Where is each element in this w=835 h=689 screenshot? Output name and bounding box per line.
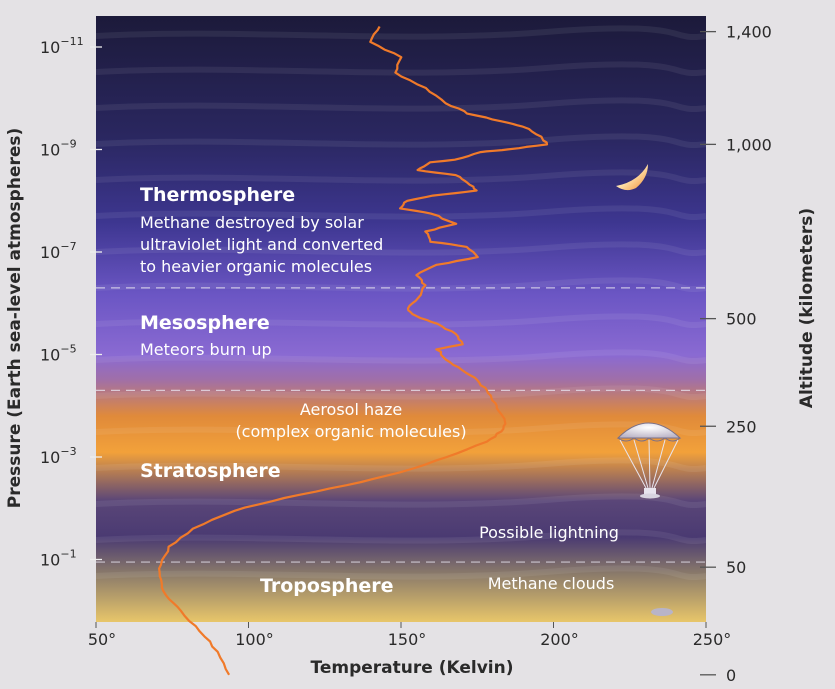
plot-background (96, 16, 706, 622)
temperature-profile-line (158, 25, 549, 676)
left-y-axis-title: Pressure (Earth sea-level atmospheres) (5, 128, 25, 509)
left-y-axis: 10−11 10−9 10−7 10−5 10−3 10−1 (40, 35, 102, 570)
haze-band (95, 25, 707, 41)
y-right-tick-label: 0 (726, 666, 736, 685)
y-right-tick-label: 250 (726, 417, 757, 436)
troposphere-label: Troposphere (260, 575, 394, 597)
x-tick-label: 50° (88, 630, 116, 649)
haze-band (95, 97, 707, 113)
haze-band (95, 493, 707, 509)
parachute-icon (616, 422, 682, 499)
haze-band (95, 385, 707, 401)
haze-band (95, 241, 707, 257)
x-tick-label: 250° (693, 630, 732, 649)
haze-band (95, 133, 707, 149)
y-left-tick-label: 10−3 (40, 445, 77, 467)
x-tick-label: 100° (235, 630, 274, 649)
svg-text:Thermosphere: Thermosphere (140, 184, 295, 206)
haze-band (95, 169, 707, 185)
haze-band (95, 529, 707, 545)
haze-band (95, 457, 707, 473)
svg-text:(complex organic molecules): (complex organic molecules) (235, 422, 466, 441)
svg-text:Aerosol haze: Aerosol haze (300, 400, 402, 419)
aerosol-haze-annotation: Aerosol haze (complex organic molecules) (235, 400, 466, 441)
mesosphere-label: Mesosphere Meteors burn up (140, 312, 272, 359)
haze-band (95, 421, 707, 437)
y-right-tick-label: 500 (726, 310, 757, 329)
svg-text:to heavier organic molecules: to heavier organic molecules (140, 257, 372, 276)
x-tick-label: 150° (388, 630, 427, 649)
x-axis: 50° 100° 150° 200° 250° (88, 622, 731, 649)
y-left-tick-label: 10−1 (40, 548, 77, 570)
y-left-tick-label: 10−7 (40, 240, 77, 262)
haze-band (95, 349, 707, 365)
methane-clouds-annotation: Methane clouds (488, 574, 615, 593)
y-left-tick-label: 10−9 (40, 138, 77, 160)
right-y-axis-title: Altitude (kilometers) (797, 208, 817, 408)
svg-text:Meteors burn up: Meteors burn up (140, 340, 272, 359)
entry-probe-icon (616, 164, 648, 191)
layer-boundaries (96, 287, 706, 563)
y-right-tick-label: 50 (726, 558, 746, 577)
haze-band (95, 277, 707, 293)
atmosphere-bands (95, 25, 707, 581)
lightning-annotation: Possible lightning (479, 523, 619, 542)
haze-band (95, 61, 707, 77)
svg-text:Mesosphere: Mesosphere (140, 312, 270, 334)
y-right-tick-label: 1,000 (726, 135, 772, 154)
lander-icon (651, 608, 673, 616)
svg-text:ultraviolet light and converte: ultraviolet light and converted (140, 235, 383, 254)
haze-band (95, 205, 707, 221)
thermosphere-label: Thermosphere Methane destroyed by solar … (140, 184, 383, 276)
haze-band (95, 313, 707, 329)
x-axis-title: Temperature (Kelvin) (311, 658, 514, 678)
y-left-tick-label: 10−11 (40, 35, 84, 57)
haze-band (95, 565, 707, 581)
svg-text:Methane destroyed by solar: Methane destroyed by solar (140, 213, 364, 232)
y-left-tick-label: 10−5 (40, 343, 77, 365)
x-tick-label: 200° (540, 630, 579, 649)
y-right-tick-label: 1,400 (726, 23, 772, 42)
stratosphere-label: Stratosphere (140, 460, 281, 482)
